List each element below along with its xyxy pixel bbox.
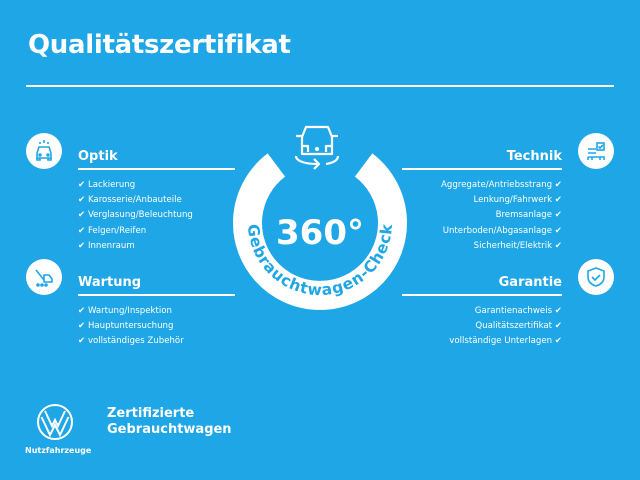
list-item: Bremsanlage ✔ bbox=[495, 210, 562, 221]
list-item: ✔ Lackierung bbox=[78, 180, 136, 190]
technical-check-icon bbox=[578, 133, 614, 169]
optik-divider bbox=[78, 168, 235, 170]
technik-list: Aggregate/Antriebsstrang ✔ Lenkung/Fahrw… bbox=[441, 178, 562, 254]
list-item: ✔ Hauptuntersuchung bbox=[78, 321, 174, 332]
technik-divider bbox=[402, 168, 562, 170]
list-item: ✔ Verglasung/Beleuchtung bbox=[78, 210, 193, 221]
wartung-list: ✔ Wartung/Inspektion ✔ Hauptuntersuchung… bbox=[78, 304, 184, 350]
vw-logo bbox=[37, 404, 73, 440]
section-title-garantie: Garantie bbox=[498, 275, 562, 290]
section-title-optik: Optik bbox=[78, 149, 118, 164]
list-item: Aggregate/Antriebsstrang ✔ bbox=[440, 180, 562, 190]
list-item: Sicherheit/Elektrik ✔ bbox=[473, 240, 562, 251]
car-rotate-icon bbox=[294, 125, 340, 170]
wartung-divider bbox=[78, 294, 235, 296]
shield-check-icon bbox=[578, 259, 614, 295]
list-item: Lenkung/Fahrwerk ✔ bbox=[473, 195, 563, 206]
service-tools-icon bbox=[26, 259, 62, 295]
certified-title: Zertifizierte Gebrauchtwagen bbox=[107, 406, 232, 437]
list-item: ✔ Felgen/Reifen bbox=[78, 225, 147, 236]
list-item: ✔ vollständiges Zubehör bbox=[78, 336, 184, 347]
car-front-icon bbox=[26, 133, 62, 169]
list-item: Qualitätszertifikat ✔ bbox=[475, 321, 562, 332]
list-item: ✔ Wartung/Inspektion bbox=[78, 306, 172, 316]
list-item: Unterboden/Abgasanlage ✔ bbox=[442, 225, 562, 236]
brand-subtitle: Nutzfahrzeuge bbox=[25, 446, 92, 455]
360-label: 360° bbox=[276, 213, 364, 253]
garantie-divider bbox=[402, 294, 562, 296]
title-divider bbox=[26, 85, 614, 87]
ring-arc bbox=[233, 153, 407, 310]
list-item: vollständige Unterlagen ✔ bbox=[449, 336, 562, 347]
list-item: Garantienachweis ✔ bbox=[474, 306, 562, 316]
list-item: ✔ Innenraum bbox=[78, 240, 135, 251]
list-item: ✔ Karosserie/Anbauteile bbox=[78, 195, 182, 206]
section-title-technik: Technik bbox=[506, 149, 562, 164]
garantie-list: Garantienachweis ✔ Qualitätszertifikat ✔… bbox=[449, 304, 562, 350]
page-title: Qualitätszertifikat bbox=[28, 30, 291, 60]
optik-list: ✔ Lackierung ✔ Karosserie/Anbauteile ✔ V… bbox=[78, 178, 193, 254]
section-title-wartung: Wartung bbox=[78, 275, 142, 290]
